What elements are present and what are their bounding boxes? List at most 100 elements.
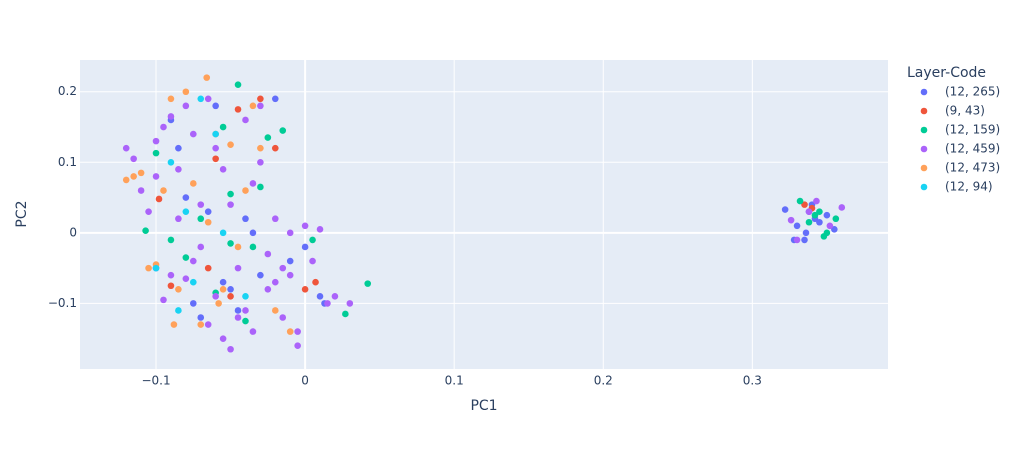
point <box>312 278 319 286</box>
x-tick-label: 0.3 <box>743 374 762 388</box>
point <box>279 264 287 272</box>
point <box>137 187 145 194</box>
point <box>826 222 834 230</box>
point <box>242 187 249 194</box>
point <box>212 293 219 300</box>
point <box>234 81 242 88</box>
y-tick-label: 0.2 <box>58 84 77 98</box>
point <box>212 155 219 163</box>
point <box>182 194 190 201</box>
point <box>152 137 160 145</box>
point <box>189 180 197 187</box>
point <box>155 195 163 203</box>
point <box>787 216 795 224</box>
point <box>257 95 264 103</box>
point <box>249 180 257 187</box>
point <box>182 275 190 282</box>
point <box>219 278 227 286</box>
point <box>805 218 813 226</box>
legend-label[interactable]: (12, 459) <box>945 142 1000 156</box>
point <box>249 229 257 237</box>
legend-label[interactable]: (12, 265) <box>945 85 1000 99</box>
point <box>175 285 182 293</box>
point <box>802 229 810 237</box>
legend-label[interactable]: (9, 43) <box>945 104 985 118</box>
point <box>805 208 813 215</box>
point <box>175 166 182 173</box>
point <box>227 240 234 247</box>
legend-label[interactable]: (12, 159) <box>945 123 1000 137</box>
point <box>227 345 234 353</box>
legend-marker[interactable] <box>920 164 928 172</box>
point <box>811 211 819 219</box>
x-tick-label: −0.1 <box>141 374 170 388</box>
point <box>271 95 279 103</box>
point <box>175 307 182 314</box>
point <box>257 183 264 191</box>
point <box>219 285 227 293</box>
point <box>257 102 264 110</box>
legend-marker[interactable] <box>920 126 928 134</box>
point <box>175 215 182 223</box>
y-tick-label: 0.1 <box>58 155 77 169</box>
point <box>197 201 205 208</box>
point <box>264 250 272 258</box>
plot-area <box>80 60 888 369</box>
point <box>264 285 272 293</box>
point <box>279 127 287 134</box>
point <box>215 300 222 307</box>
point <box>160 296 167 304</box>
point <box>257 158 264 166</box>
y-tick-label: 0 <box>69 225 77 239</box>
point <box>219 229 227 237</box>
point <box>294 342 301 350</box>
point <box>204 218 212 226</box>
point <box>242 293 249 300</box>
point <box>279 314 287 321</box>
point <box>823 211 831 219</box>
point <box>816 218 823 226</box>
point <box>197 95 205 103</box>
point <box>160 123 167 131</box>
point <box>781 206 789 213</box>
point <box>167 236 175 244</box>
legend-label[interactable]: (12, 94) <box>945 180 993 194</box>
point <box>271 278 279 286</box>
y-tick-label: −0.1 <box>48 296 77 310</box>
point <box>203 74 211 81</box>
point <box>249 243 257 251</box>
point <box>197 321 205 328</box>
legend-label[interactable]: (12, 473) <box>945 161 1000 175</box>
point <box>182 254 190 261</box>
legend-marker[interactable] <box>920 88 928 96</box>
x-axis-title: PC1 <box>470 398 497 414</box>
legend-marker[interactable] <box>920 107 928 115</box>
point <box>227 293 234 300</box>
point <box>831 226 838 233</box>
point <box>122 144 130 152</box>
point <box>249 328 257 335</box>
point <box>167 271 175 279</box>
point <box>346 300 354 307</box>
point <box>234 243 242 251</box>
point <box>227 141 234 148</box>
point <box>234 106 242 113</box>
x-tick-label: 0.1 <box>445 374 464 388</box>
point <box>204 208 212 215</box>
legend-marker[interactable] <box>920 145 928 153</box>
point <box>160 187 167 194</box>
point <box>264 134 272 141</box>
x-tick-label: 0.2 <box>594 374 613 388</box>
legend: (12, 265) (9, 43) (12, 159) (12, 459) (12, 4… <box>920 85 1000 194</box>
point <box>316 293 324 300</box>
y-axis-title: PC2 <box>14 200 30 227</box>
legend-marker[interactable] <box>920 183 928 191</box>
point <box>227 190 234 198</box>
point <box>257 271 264 279</box>
point <box>167 113 175 120</box>
point <box>167 282 175 290</box>
point <box>145 264 152 272</box>
point <box>152 173 160 180</box>
point <box>204 264 212 272</box>
